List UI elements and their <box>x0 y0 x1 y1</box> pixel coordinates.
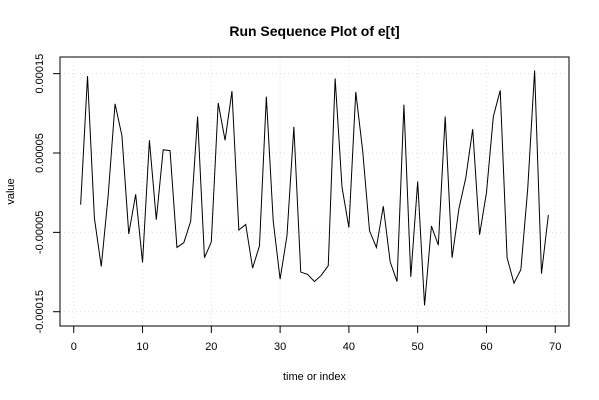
grid <box>60 57 569 326</box>
series-line <box>80 70 549 306</box>
y-tick-label: -0.00005 <box>34 211 46 254</box>
y-tick-label: 0.00005 <box>34 133 46 173</box>
x-tick-label: 10 <box>136 341 148 353</box>
x-tick-label: 70 <box>549 341 561 353</box>
plot-frame <box>59 56 570 327</box>
x-tick-label: 20 <box>205 341 217 353</box>
y-tick-label: 0.00015 <box>34 54 46 94</box>
x-tick-label: 60 <box>480 341 492 353</box>
y-tick-label: -0.00015 <box>34 290 46 333</box>
x-tick-label: 30 <box>274 341 286 353</box>
x-tick-label: 50 <box>412 341 424 353</box>
x-tick-label: 0 <box>71 341 77 353</box>
axes: 0 10 20 30 40 50 60 70 -0.00015 -0.00005 0.00005 0.… <box>34 54 561 353</box>
x-tick-label: 40 <box>343 341 355 353</box>
y-axis-label: value <box>5 178 17 204</box>
chart-title: Run Sequence Plot of e[t] <box>229 23 399 39</box>
x-axis-label: time or index <box>283 371 346 383</box>
